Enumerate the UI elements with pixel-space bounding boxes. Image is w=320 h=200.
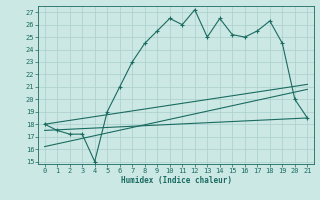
X-axis label: Humidex (Indice chaleur): Humidex (Indice chaleur) <box>121 176 231 185</box>
